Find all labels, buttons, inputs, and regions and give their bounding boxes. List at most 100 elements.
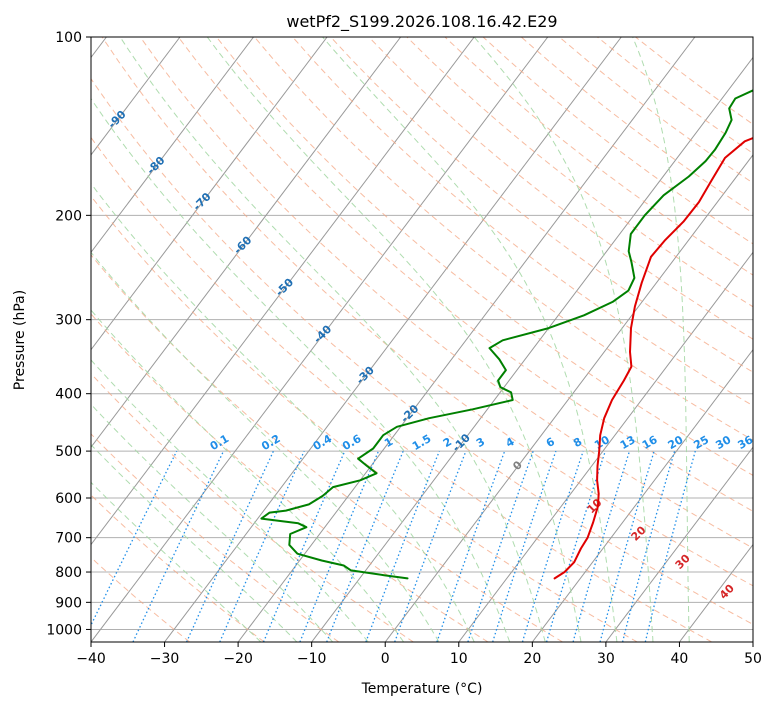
- isotherm-line: [458, 251, 753, 642]
- mixing-ratio-label: 0.4: [311, 432, 335, 453]
- isotherm-line: [91, 37, 181, 156]
- dry-adiabat-line: [91, 372, 414, 642]
- x-tick-label: −30: [150, 651, 180, 667]
- dry-adiabat-line: [177, 37, 753, 512]
- mixing-ratio-label: 6: [544, 435, 557, 450]
- dry-adiabat-line: [91, 254, 563, 642]
- isotherm-label: -70: [190, 190, 213, 213]
- mixing-ratio-line: [91, 450, 178, 627]
- y-tick-label: 100: [55, 30, 82, 46]
- moist-adiabat-line: [206, 37, 582, 642]
- dry-adiabat-line: [444, 37, 753, 276]
- moist-adiabat-label: 30: [673, 552, 693, 572]
- y-tick-label: 800: [55, 565, 82, 581]
- x-tick-label: 40: [671, 651, 689, 667]
- mixing-ratio-label: 3: [474, 435, 487, 450]
- mixing-ratio-line: [521, 450, 584, 642]
- mixing-ratio-line: [467, 450, 534, 642]
- moist-adiabats: [91, 37, 690, 642]
- isobar-gridlines: [91, 37, 753, 630]
- dry-adiabat-line: [520, 37, 753, 214]
- isotherm-line: [91, 37, 402, 448]
- x-tick-label: −10: [297, 651, 327, 667]
- y-tick-label: 900: [55, 595, 82, 611]
- mixing-ratio-line: [326, 450, 404, 642]
- dry-adiabat-line: [91, 77, 753, 625]
- x-tick-label: −40: [76, 651, 106, 667]
- dry-adiabat-line: [635, 37, 753, 125]
- dry-adiabat-line: [91, 433, 340, 642]
- isotherm-label: -80: [144, 154, 167, 177]
- x-tick-label: 20: [523, 651, 541, 667]
- mixing-ratio-line: [572, 450, 631, 642]
- mixing-ratio-label: 10: [592, 433, 612, 452]
- isopleth-labels: -100-90-80-70-60-50-40-30-20-1000.1 0.2 0.…: [65, 58, 756, 602]
- mixing-ratio-line: [262, 450, 346, 642]
- sounding-series: [260, 89, 753, 580]
- x-tick-label: 30: [597, 651, 615, 667]
- x-tick-label: 10: [450, 651, 468, 667]
- y-tick-label: 700: [55, 531, 82, 547]
- dry-adiabat-line: [91, 556, 191, 642]
- dry-adiabat-line: [91, 136, 713, 642]
- mixing-ratio-line: [299, 450, 380, 642]
- moist-adiabat-line: [91, 251, 440, 642]
- isotherm-label: -40: [311, 322, 334, 345]
- dry-adiabat-line: [139, 37, 753, 549]
- mixing-ratio-label: 30: [713, 433, 733, 452]
- moist-adiabat-line: [473, 37, 654, 642]
- y-tick-label: 300: [55, 313, 82, 329]
- plot-frame: [90, 36, 754, 643]
- dry-adiabats: [91, 37, 753, 642]
- mixing-ratio-line: [599, 450, 655, 642]
- dry-adiabat-line: [292, 37, 753, 407]
- mixing-ratio-label: 36: [736, 433, 756, 452]
- isotherm-line: [531, 348, 753, 642]
- isotherm-line: [91, 37, 475, 546]
- dry-adiabat-line: [91, 195, 638, 642]
- isotherm-label: -50: [273, 276, 296, 299]
- moist-adiabat-label: 10: [585, 496, 605, 516]
- mixing-ratio-label: 13: [618, 433, 638, 452]
- mixing-ratio-line: [436, 450, 506, 642]
- isotherm-label: -100: [65, 58, 94, 87]
- isotherm-line: [237, 37, 696, 642]
- x-tick-label: 50: [744, 651, 762, 667]
- dry-adiabat-line: [406, 37, 753, 308]
- mixing-ratio-label: 4: [503, 435, 516, 450]
- moist-adiabat-line: [91, 309, 405, 642]
- plot-area: -100-90-80-70-60-50-40-30-20-1000.1 0.2 0.…: [65, 37, 756, 642]
- dewpoint-profile-line: [260, 89, 753, 580]
- mixing-ratio-line: [644, 450, 696, 642]
- moist-adiabat-line: [91, 481, 262, 642]
- mixing-ratio-line: [394, 450, 467, 642]
- isotherm-line: [91, 37, 254, 254]
- isotherm-line: [605, 446, 753, 642]
- isotherm-label: -30: [354, 363, 377, 386]
- moist-adiabat-line: [91, 403, 334, 642]
- isotherm-line: [752, 641, 753, 642]
- isotherm-label: -60: [231, 233, 254, 256]
- mixing-ratio-line: [621, 450, 676, 642]
- moist-adiabat-line: [91, 97, 511, 642]
- y-tick-label: 1000: [46, 622, 82, 638]
- mixing-ratio-label: 20: [666, 433, 686, 452]
- moist-adiabat-label: 40: [717, 582, 737, 602]
- mixing-ratio-label: 0.6: [340, 432, 364, 453]
- y-tick-label: 200: [55, 208, 82, 224]
- moist-adiabat-line: [119, 37, 546, 642]
- mixing-ratio-lines: [91, 450, 696, 642]
- moist-adiabat-line: [322, 37, 618, 642]
- isotherm-line: [91, 37, 328, 351]
- isotherm-label: 0: [510, 458, 525, 473]
- x-axis-ticks: −40 −30 −20 −10 0 10 20 30 40 50: [76, 642, 762, 667]
- y-tick-label: 500: [55, 444, 82, 460]
- y-tick-label: 400: [55, 387, 82, 403]
- moist-adiabat-line: [91, 359, 369, 642]
- dry-adiabat-line: [254, 37, 753, 441]
- isotherm-line: [91, 37, 549, 642]
- y-axis-label: Pressure (hPa): [12, 290, 28, 390]
- x-tick-label: −20: [223, 651, 253, 667]
- y-tick-label: 600: [55, 491, 82, 507]
